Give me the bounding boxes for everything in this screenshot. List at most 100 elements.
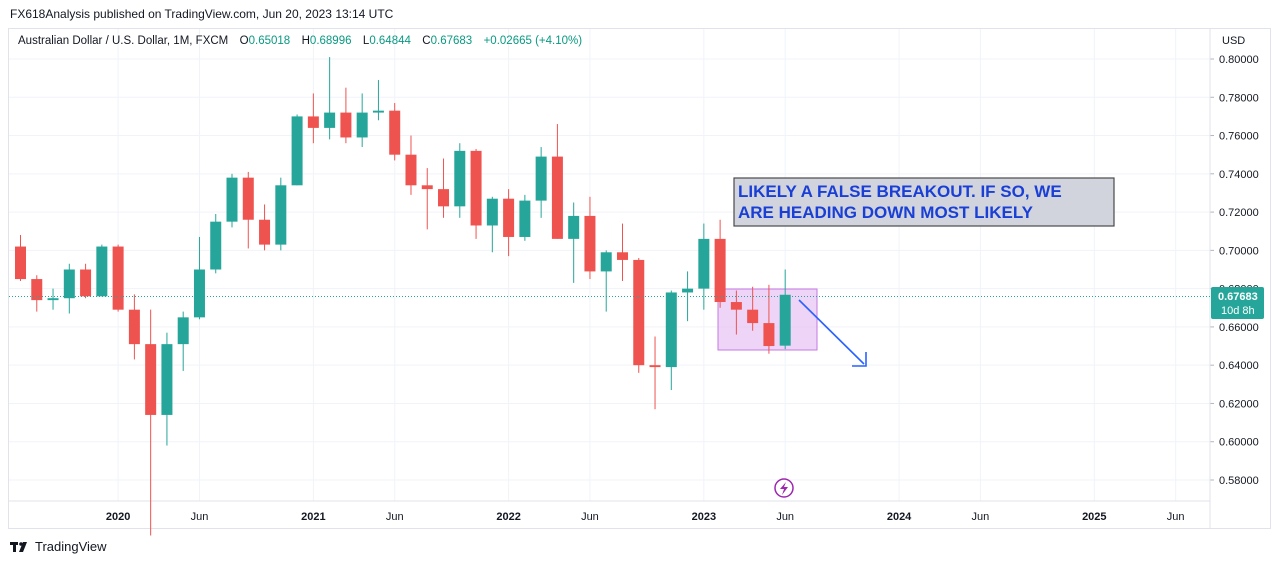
time-tick-label: 2022 [496, 511, 520, 523]
candle [714, 219, 726, 308]
arrow-down-icon [798, 299, 867, 367]
candle [535, 147, 547, 218]
candle [779, 269, 791, 350]
candle-body [470, 150, 482, 226]
candle-body [210, 221, 222, 270]
candle-body [600, 252, 612, 272]
candle-body [730, 302, 742, 310]
candle [616, 223, 628, 281]
candle-body [389, 110, 401, 155]
candle-body [177, 317, 189, 345]
candle-body [568, 215, 580, 239]
candle [145, 309, 157, 536]
candle-body [128, 309, 140, 345]
price-tick-label: 0.60000 [1219, 437, 1259, 449]
currency-label: USD [1222, 35, 1245, 47]
time-tick-label: 2025 [1082, 511, 1106, 523]
candle [698, 223, 710, 310]
candle [389, 103, 401, 161]
candle [584, 196, 596, 280]
candle [128, 294, 140, 360]
price-tick-label: 0.70000 [1219, 245, 1259, 257]
symbol-name[interactable]: Australian Dollar / U.S. Dollar, 1M, FXC… [18, 35, 229, 47]
footer: TradingView [10, 539, 107, 554]
candle [177, 311, 189, 371]
candle [80, 263, 92, 299]
candle [340, 87, 352, 144]
candle [438, 158, 450, 218]
candle [259, 204, 271, 251]
last-price-value: 0.67683 [1218, 291, 1258, 303]
candle-body [340, 112, 352, 138]
candle-body [112, 246, 124, 310]
price-tick-label: 0.66000 [1219, 322, 1259, 334]
candle [470, 148, 482, 239]
time-tick-label: Jun [776, 511, 794, 523]
candle-body [47, 298, 59, 301]
time-tick-label: Jun [386, 511, 404, 523]
candle-body [714, 238, 726, 303]
last-price-badge [1211, 287, 1264, 319]
candle-body [356, 112, 368, 138]
annotation-box [733, 177, 1115, 227]
candle [324, 57, 336, 140]
candle [31, 275, 43, 312]
candle-body [31, 279, 43, 301]
low-label: L [362, 35, 370, 47]
price-tick-label: 0.72000 [1219, 207, 1259, 219]
candle-body [63, 269, 75, 299]
candle-body [665, 292, 677, 368]
time-tick-label: Jun [972, 511, 990, 523]
candle-body [324, 112, 336, 128]
candle [454, 143, 466, 218]
time-tick-label: 2020 [106, 511, 130, 523]
chart-frame [8, 28, 1271, 529]
candle-body [275, 185, 287, 245]
tradingview-logo-icon[interactable] [10, 541, 30, 553]
footer-brand[interactable]: TradingView [35, 539, 107, 554]
candle-body [15, 246, 26, 280]
candle [242, 171, 254, 249]
candle-body [584, 215, 596, 272]
publish-info: FX618Analysis published on TradingView.c… [10, 7, 394, 21]
candle [503, 189, 515, 257]
low-value: 0.64844 [369, 35, 411, 47]
candle-body [161, 344, 173, 415]
candle [356, 93, 368, 148]
candle-body [291, 116, 303, 186]
candles [15, 57, 791, 536]
annotation-line-1: LIKELY A FALSE BREAKOUT. IF SO, WE [738, 182, 1062, 201]
candle [649, 336, 661, 410]
candle [15, 235, 26, 281]
candle-body [372, 110, 384, 113]
candle-body [454, 150, 466, 207]
candle-body [779, 294, 791, 346]
candle-body [307, 116, 319, 128]
grid [9, 29, 1210, 501]
open-value: 0.65018 [248, 35, 291, 47]
candle-body [405, 154, 417, 186]
time-tick-label: Jun [581, 511, 599, 523]
candle-body [80, 269, 92, 297]
candle-body [649, 365, 661, 368]
price-tick-label: 0.80000 [1219, 54, 1259, 66]
candle [519, 194, 531, 241]
candle-body [535, 156, 547, 201]
annotation-line-2: ARE HEADING DOWN MOST LIKELY [738, 203, 1034, 222]
candle [226, 173, 238, 228]
open-label: O [239, 35, 249, 47]
candle [307, 93, 319, 144]
price-tick-label: 0.78000 [1219, 92, 1259, 104]
time-tick-label: 2021 [301, 511, 325, 523]
candle-body [193, 269, 205, 318]
candle [747, 286, 759, 331]
candle-body [747, 309, 759, 324]
candle [161, 332, 173, 446]
close-label: C [422, 35, 431, 47]
candle [372, 80, 384, 121]
candle-body [259, 219, 271, 245]
candle [421, 168, 433, 230]
lightning-icon[interactable] [774, 478, 794, 498]
candle [568, 202, 580, 283]
